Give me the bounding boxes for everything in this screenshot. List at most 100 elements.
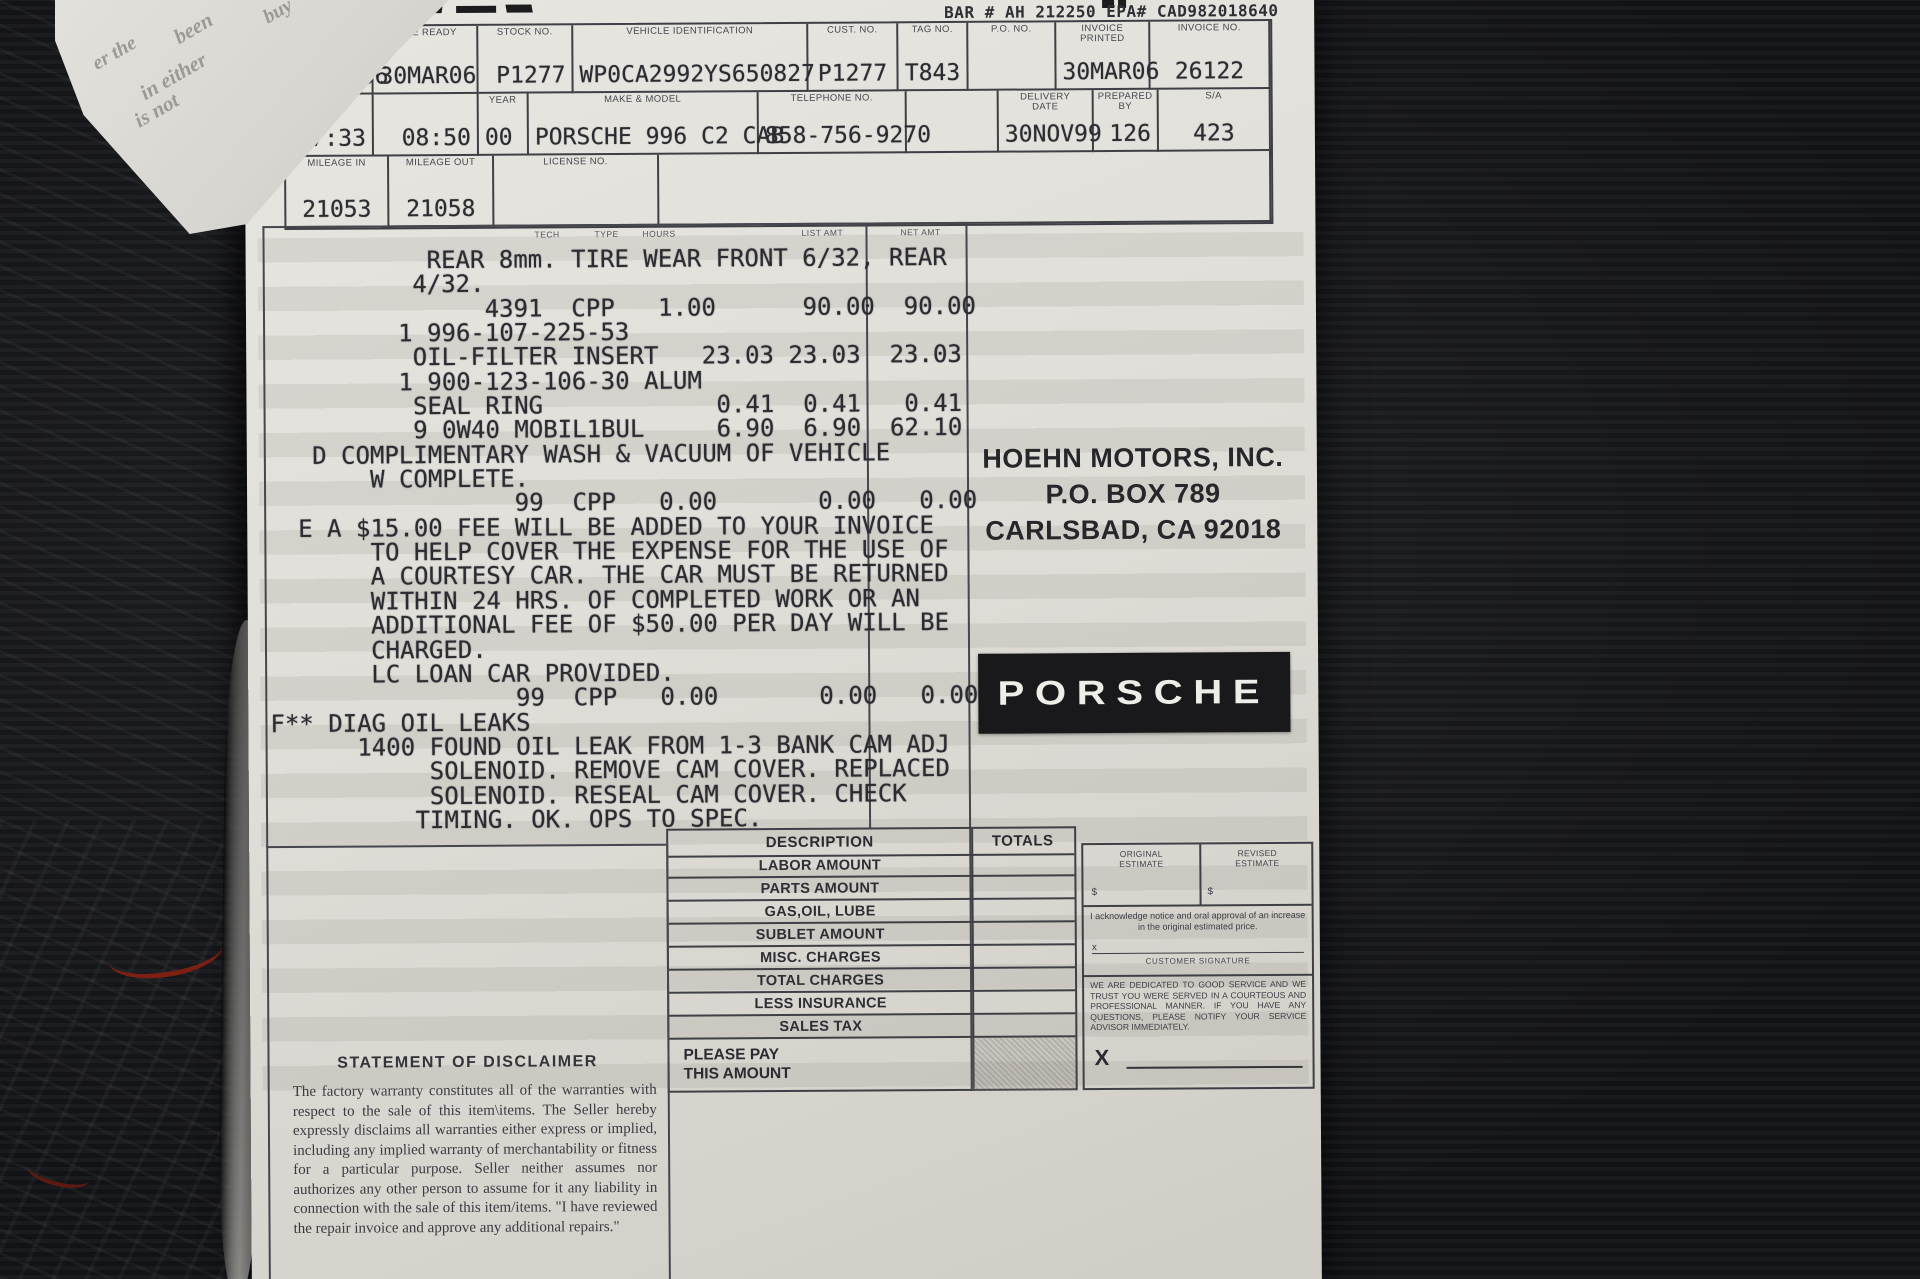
header-cell: PREPARED BY 126 (1093, 89, 1159, 153)
cell-label: LICENSE NO. (543, 156, 608, 168)
totals-table: DESCRIPTION TOTALS LABOR AMOUNT PARTS AMO… (666, 826, 1078, 1093)
cell-value (969, 85, 1055, 86)
header-cell: MILEAGE IN 21053 (286, 156, 390, 229)
cell-label: INVOICE PRINTED (1080, 22, 1125, 45)
please-pay-row: PLEASE PAY THIS AMOUNT (669, 1037, 1076, 1092)
customer-signature-line (1091, 951, 1304, 955)
ghost-text: been (169, 7, 217, 49)
header-cell: S/A 423 (1158, 89, 1271, 152)
cell-label (907, 93, 997, 94)
cell-label (374, 96, 477, 97)
service-column-header: TECH (534, 229, 560, 240)
invoice-paper: BAR # AH 212250 EPA# CAD982018640 WRITTE… (243, 0, 1323, 1279)
totals-row-label: SALES TAX (779, 1018, 863, 1036)
cell-value (494, 221, 657, 222)
cell-value: 21053 (302, 196, 372, 223)
dedicated-text: WE ARE DEDICATED TO GOOD SERVICE AND WE … (1090, 978, 1307, 1033)
totals-row: TOTAL CHARGES (668, 968, 1076, 994)
cell-value (659, 217, 1269, 221)
header-cell: LICENSE NO. (494, 154, 660, 227)
cell-value: 858-756-9270 (764, 122, 932, 150)
totals-row-label: LESS INSURANCE (754, 995, 887, 1013)
cell-label: CUST. NO. (826, 24, 878, 36)
description-column-header: DESCRIPTION (765, 833, 874, 852)
cell-label: STOCK NO. (496, 26, 553, 38)
signature-x: x (1091, 942, 1097, 954)
cell-value: 126 (1109, 120, 1151, 147)
header-cell: 08:50 (373, 93, 480, 157)
cell-label: PREPARED BY (1097, 90, 1153, 112)
header-cell: INVOICE PRINTED 30MAR06 (1056, 21, 1160, 91)
disclaimer-body: The factory warranty constitutes all of … (292, 1081, 658, 1237)
dollar-sign: $ (1207, 886, 1214, 898)
cell-value: 30NOV99 (1004, 121, 1102, 148)
section-divider (1083, 903, 1312, 908)
service-line: D COMPLIMENTARY WASH & VACUUM OF VEHICLE (268, 438, 891, 470)
cell-label: VEHICLE IDENTIFICATION (626, 25, 754, 37)
cell-label: MILEAGE OUT (405, 156, 476, 169)
cell-value: P1277 (817, 60, 888, 87)
cell-value: P1277 (496, 62, 566, 89)
cell-value: 30MAR06 (1062, 58, 1160, 86)
totals-row-label: PARTS AMOUNT (760, 880, 880, 898)
cell-label: MAKE & MODEL (604, 93, 682, 106)
ghost-text: buy (259, 0, 297, 29)
dealer-po-box: P.O. BOX 789 (1045, 478, 1221, 510)
header-cell: MAKE & MODEL PORSCHE 996 C2 CAB (528, 92, 785, 156)
totals-row: LABOR AMOUNT (668, 853, 1075, 879)
header-cell: INVOICE NO. 26122 (1150, 21, 1271, 90)
cell-label: P.O. NO. (990, 23, 1032, 35)
header-cell: TELEPHONE NO. 858-756-9270 (758, 91, 932, 155)
header-cell (659, 151, 1272, 226)
totals-row: PARTS AMOUNT (668, 876, 1075, 902)
statement-of-disclaimer-title: STATEMENT OF DISCLAIMER (337, 1053, 598, 1072)
cell-value: WP0CA2992YS650827 (579, 60, 815, 89)
service-line: ADDITIONAL FEE OF $50.00 PER DAY WILL BE (269, 608, 950, 641)
header-cell: VEHICLE IDENTIFICATION WP0CA2992YS650827 (573, 23, 815, 94)
cell-value: 423 (1193, 120, 1235, 147)
header-cell: TAG NO. T843 (898, 22, 969, 92)
cut-off-print-mark (505, 4, 533, 13)
cell-label: YEAR (488, 94, 517, 106)
ghost-text: er the (88, 31, 141, 75)
section-divider (1084, 973, 1313, 978)
service-lines: REAR 8mm. TIRE WEAR FRONT 6/32, REAR 4/3… (267, 242, 980, 834)
totals-column-header: TOTALS (991, 832, 1054, 850)
porsche-logo: PORSCHE (978, 651, 1291, 734)
header-cell: YEAR 00 (478, 93, 530, 156)
service-line: REAR 8mm. TIRE WEAR FRONT 6/32, REAR (267, 242, 947, 276)
header-cell: STOCK NO. P1277 (478, 25, 574, 94)
totals-row-label: SUBLET AMOUNT (755, 926, 885, 944)
customer-signature-label: CUSTOMER SIGNATURE (1145, 956, 1251, 966)
please-pay-total-cell (972, 1037, 1076, 1091)
acknowledge-text: I acknowledge notice and oral approval o… (1090, 909, 1306, 932)
header-cell: DELIVERY DATE 30NOV99 (998, 90, 1102, 153)
totals-row: LESS INSURANCE (669, 991, 1076, 1017)
header-cell: CUST. NO. P1277 (808, 23, 899, 92)
cell-label: TELEPHONE NO. (790, 92, 873, 104)
totals-row-label: MISC. CHARGES (760, 949, 881, 967)
totals-row: MISC. CHARGES (668, 945, 1075, 971)
cell-value: 21058 (406, 195, 476, 223)
header-cell: P.O. NO. (968, 22, 1057, 91)
cell-value (907, 148, 997, 149)
cell-label (659, 153, 1269, 157)
estimate-signature-box: ORIGINAL ESTIMATE REVISED ESTIMATE $ $ I… (1081, 841, 1315, 1091)
totals-row: SUBLET AMOUNT (668, 922, 1075, 948)
ghost-text: is not (129, 87, 183, 133)
cell-value: 00 (484, 124, 513, 151)
dealer-address: HOEHN MOTORS, INC. P.O. BOX 789 CARLSBAD… (973, 439, 1294, 549)
cell-label: DELIVERY DATE (1020, 91, 1071, 113)
service-line: 99 CPP 0.00 0.00 0.00 (270, 680, 979, 714)
please-pay-label: PLEASE PAY THIS AMOUNT (683, 1046, 791, 1083)
porsche-logo-text: PORSCHE (997, 672, 1271, 713)
service-column-header: TYPE (594, 228, 619, 240)
totals-row: GAS,OIL, LUBE (668, 899, 1075, 925)
cell-label: S/A (1205, 90, 1222, 102)
service-column-header: LIST AMT (801, 227, 844, 238)
cell-value: PORSCHE 996 C2 CAB (534, 122, 785, 151)
cut-off-print-mark (456, 5, 497, 13)
service-column-header: HOURS (642, 228, 676, 239)
dealer-city: CARLSBAD, CA 92018 (985, 513, 1282, 546)
